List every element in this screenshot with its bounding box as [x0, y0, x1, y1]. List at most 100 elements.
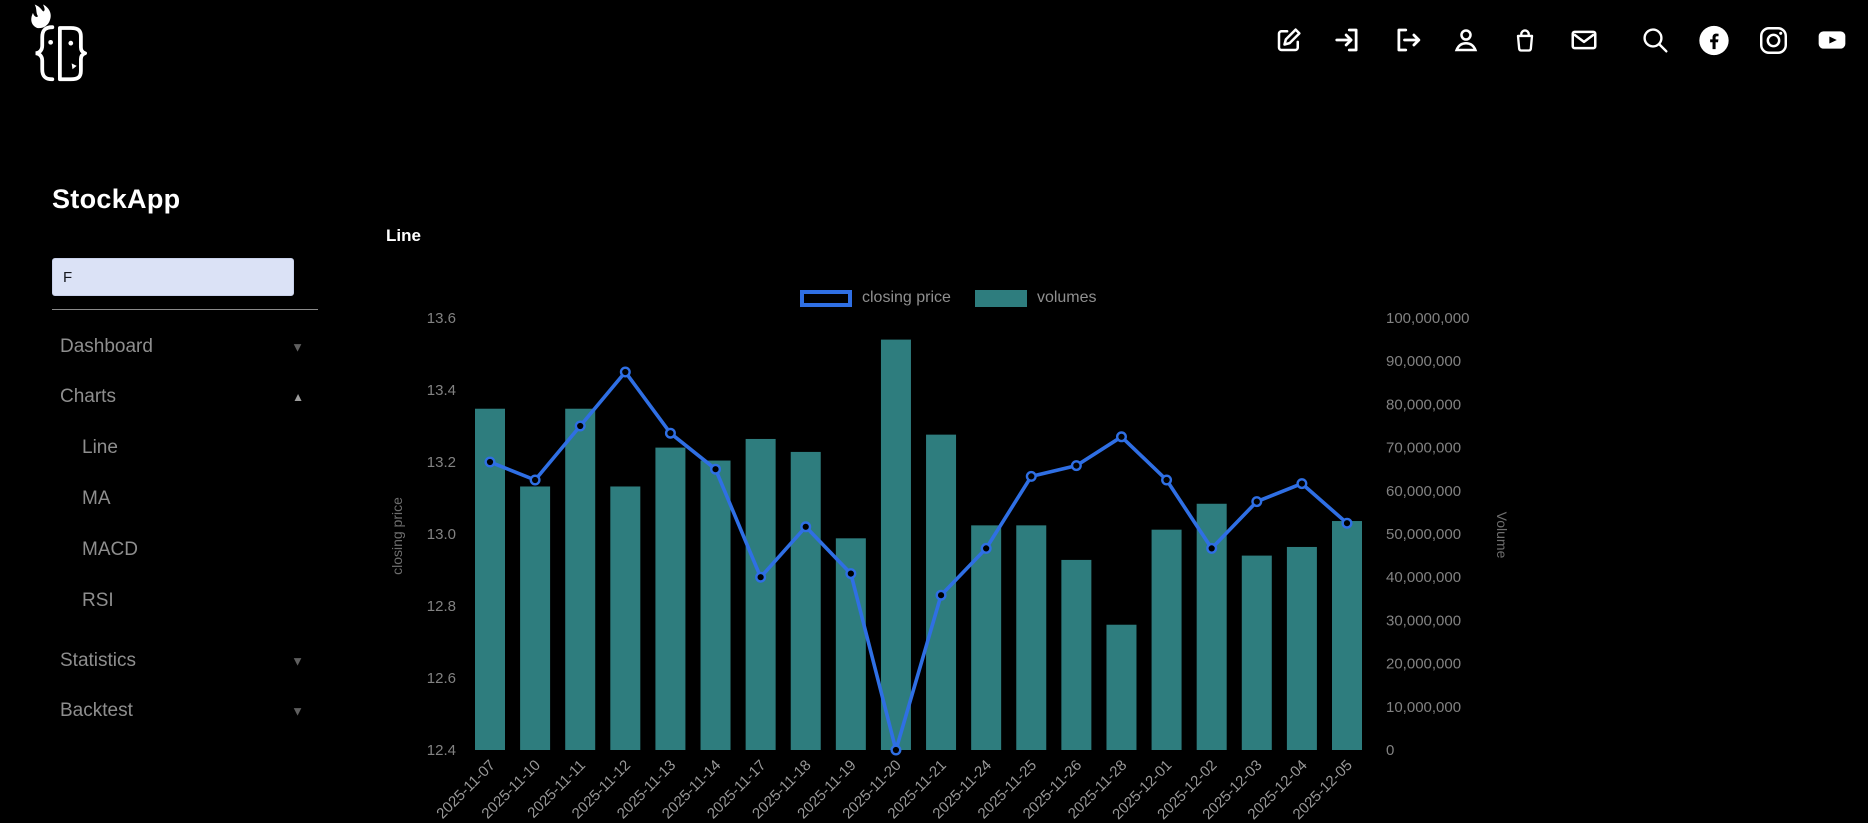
volume-bar: [1106, 624, 1137, 750]
volume-bars: [475, 339, 1362, 750]
legend-label: volumes: [1036, 289, 1097, 306]
closing-price-point: [1070, 460, 1082, 472]
right-axis-tick: 40,000,000: [1386, 569, 1461, 586]
search-icon[interactable]: [1639, 24, 1671, 56]
sidebar-search-input[interactable]: [52, 258, 294, 296]
right-axis-name: Volume: [1494, 512, 1510, 559]
instagram-icon[interactable]: [1757, 24, 1789, 56]
right-axis-tick: 100,000,000: [1386, 310, 1469, 327]
closing-price-point: [619, 366, 631, 378]
closing-price-point: [935, 589, 947, 601]
right-axis-tick: 0: [1386, 742, 1394, 759]
sidebar-item-statistics[interactable]: Statistics ▼: [50, 636, 318, 686]
volume-bar: [1286, 546, 1317, 750]
logout-icon[interactable]: [1391, 24, 1423, 56]
shopping-bag-icon[interactable]: [1509, 24, 1541, 56]
sidebar-item-label: Line: [82, 436, 118, 458]
left-axis-name: closing price: [389, 497, 405, 575]
closing-price-point: [710, 463, 722, 475]
closing-price-point: [574, 420, 586, 432]
closing-price-line: [488, 370, 1349, 752]
sidebar-item-line[interactable]: Line: [50, 422, 318, 473]
volume-bar: [655, 447, 686, 750]
sidebar-item-label: RSI: [82, 589, 114, 611]
right-axis-tick: 60,000,000: [1386, 483, 1461, 500]
sidebar-item-macd[interactable]: MACD: [50, 524, 318, 575]
right-axis-tick: 50,000,000: [1386, 526, 1461, 543]
sidebar-item-backtest[interactable]: Backtest ▼: [50, 686, 318, 736]
left-axis-tick: 13.4: [427, 382, 456, 399]
sidebar-item-label: MACD: [82, 538, 138, 560]
closing-price-point: [845, 568, 857, 580]
sidebar-divider: [52, 309, 318, 310]
volume-bar: [565, 408, 596, 750]
chart-legend: closing price volumes: [800, 289, 1097, 307]
mail-icon[interactable]: [1568, 24, 1600, 56]
sidebar-item-charts[interactable]: Charts ▲: [50, 372, 318, 422]
closing-price-point: [890, 744, 902, 756]
sidebar-item-label: MA: [82, 487, 111, 509]
closing-price-point: [1296, 478, 1308, 490]
chevron-down-icon: ▼: [291, 653, 304, 669]
closing-price-point: [1161, 474, 1173, 486]
volume-bar: [971, 525, 1002, 750]
bull-logo-icon[interactable]: [12, 2, 96, 86]
closing-price-point: [664, 427, 676, 439]
volume-bar: [1196, 503, 1227, 750]
volume-bar: [1016, 525, 1047, 750]
chevron-up-icon: ▲: [292, 390, 304, 404]
right-axis-tick: 90,000,000: [1386, 353, 1461, 370]
left-axis-tick: 12.8: [427, 598, 456, 615]
volume-bar: [610, 486, 641, 750]
user-icon[interactable]: [1450, 24, 1482, 56]
volume-bar: [790, 451, 821, 750]
volume-bar: [745, 438, 776, 750]
sidebar-nav: Dashboard ▼ Charts ▲ Line MA MACD RSI Statistics…: [50, 322, 318, 736]
chart-title: Line: [386, 226, 421, 245]
right-axis-tick: 80,000,000: [1386, 396, 1461, 413]
legend-item-volumes[interactable]: volumes: [974, 289, 1097, 307]
sidebar-item-label: Backtest: [60, 700, 133, 721]
edit-icon[interactable]: [1273, 24, 1305, 56]
closing-price-point: [800, 521, 812, 533]
volume-bar: [520, 486, 551, 750]
sidebar-item-label: Dashboard: [60, 336, 153, 357]
closing-price-point: [755, 571, 767, 583]
youtube-icon[interactable]: [1816, 24, 1848, 56]
volume-bar: [1151, 529, 1182, 750]
right-axis-tick: 70,000,000: [1386, 440, 1461, 457]
left-axis-tick: 12.4: [427, 742, 456, 759]
login-icon[interactable]: [1332, 24, 1364, 56]
sidebar-item-label: Statistics: [60, 650, 137, 671]
legend-item-closing-price[interactable]: closing price: [800, 289, 951, 307]
bar-series-swatch-icon: [974, 289, 1027, 307]
left-axis-tick: 13.0: [427, 526, 456, 543]
closing-price-point: [529, 474, 541, 486]
closing-price-point: [1341, 517, 1353, 529]
closing-price-point: [980, 542, 992, 554]
volume-bar: [1061, 559, 1092, 750]
app-title: StockApp: [52, 184, 181, 214]
sidebar-item-rsi[interactable]: RSI: [50, 575, 318, 626]
chevron-down-icon: ▼: [291, 339, 304, 355]
closing-price-point: [484, 456, 496, 468]
sidebar-item-label: Charts: [60, 386, 116, 407]
header-icon-bar: [1273, 24, 1848, 56]
left-axis-tick: 13.2: [427, 454, 456, 471]
volume-bar: [1241, 555, 1272, 750]
closing-price-point: [1206, 542, 1218, 554]
facebook-icon[interactable]: [1698, 24, 1730, 56]
volume-bar: [880, 339, 911, 750]
closing-price-point: [1251, 496, 1263, 508]
closing-price-point: [1025, 470, 1037, 482]
closing-price-point: [1115, 431, 1127, 443]
sidebar-item-dashboard[interactable]: Dashboard ▼: [50, 322, 318, 372]
legend-label: closing price: [862, 289, 951, 306]
sidebar-item-ma[interactable]: MA: [50, 473, 318, 524]
chevron-down-icon: ▼: [291, 703, 304, 719]
right-axis-tick: 30,000,000: [1386, 612, 1461, 629]
right-axis-tick: 10,000,000: [1386, 699, 1461, 716]
left-axis-tick: 13.6: [427, 310, 456, 327]
